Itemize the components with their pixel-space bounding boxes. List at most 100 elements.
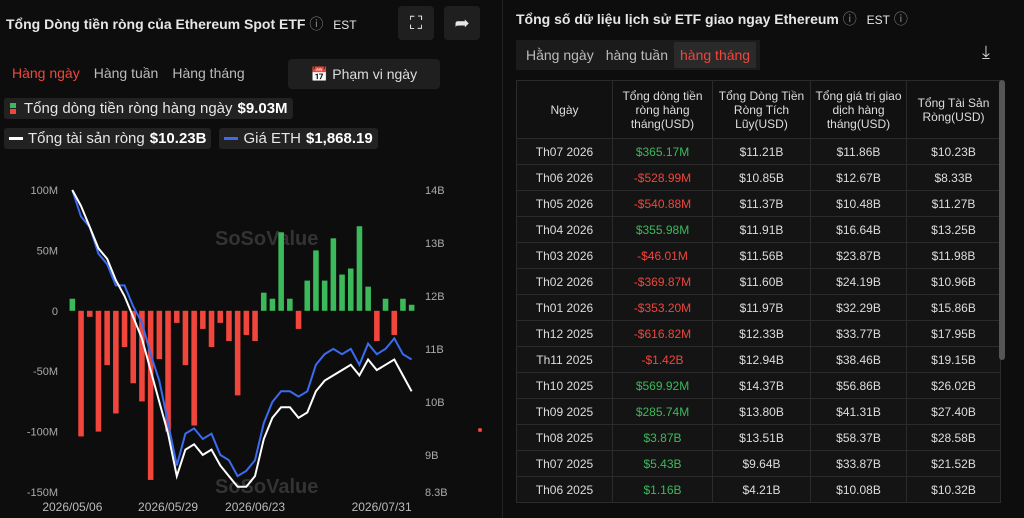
row: Th06 2026 -$528.99M $10.85B $12.67B $8.33B — [516, 164, 1001, 191]
cell: $4.21B — [712, 476, 811, 503]
bar — [269, 298, 276, 311]
date-range-button[interactable]: 📅 Phạm vi ngày — [288, 59, 440, 89]
date-range-text: Phạm vi ngày — [332, 66, 418, 82]
download-button[interactable]: ⤓ — [982, 42, 990, 62]
cell: $11.91B — [712, 216, 811, 243]
legend-value: $9.03M — [237, 100, 288, 117]
legend: Tổng dòng tiền ròng hàng ngày $9.03M — [4, 98, 293, 120]
share-button[interactable]: ➦ — [444, 6, 480, 40]
cell: $12.94B — [712, 346, 811, 373]
left-panel: Tổng Dòng tiền ròng của Ethereum Spot ET… — [0, 0, 500, 518]
y-tick-label: 100M — [30, 185, 58, 197]
cell: $32.29B — [810, 294, 907, 321]
tabs: Hàng ngày Hàng tuần Hàng tháng — [12, 65, 259, 81]
cell: $58.37B — [810, 424, 907, 451]
cell: $16.64B — [810, 216, 907, 243]
cell: $12.33B — [712, 320, 811, 347]
cell: $33.77B — [810, 320, 907, 347]
bar — [130, 310, 137, 384]
cell: $13.51B — [712, 424, 811, 451]
row: Th08 2025 $3.87B $13.51B $58.37B $28.58B — [516, 424, 1001, 451]
row: Th01 2026 -$353.20M $11.97B $32.29B $15.86B — [516, 294, 1001, 321]
tab[interactable]: Hàng tháng — [172, 65, 245, 81]
cell: Th11 2025 — [516, 346, 613, 373]
divider — [502, 0, 503, 518]
bar — [147, 310, 154, 480]
bar — [200, 310, 206, 329]
bar — [304, 280, 311, 311]
row: Th02 2026 -$369.87M $11.60B $24.19B $10.96B — [516, 268, 1001, 295]
watermark: SoSoValue — [215, 476, 318, 498]
cell: $10.32B — [906, 476, 1001, 503]
cell: -$540.88M — [612, 190, 713, 217]
cell: $38.46B — [810, 346, 907, 373]
cell: $3.87B — [612, 424, 713, 451]
tab[interactable]: hàng tuần — [605, 47, 669, 63]
cell: Th12 2025 — [516, 320, 613, 347]
cell: $11.97B — [712, 294, 811, 321]
bar — [356, 226, 363, 311]
cell: $13.80B — [712, 398, 811, 425]
cell: $11.37B — [712, 190, 811, 217]
legend-value: $10.23B — [149, 130, 207, 147]
bar — [339, 274, 345, 311]
cell: $5.43B — [612, 450, 713, 477]
legend-item: Giá ETH $1,868.19 — [219, 128, 378, 149]
cell: $12.67B — [810, 164, 907, 191]
y2-tick-label: 14B — [425, 185, 445, 197]
tab[interactable]: Hàng tuần — [93, 65, 159, 81]
bar — [321, 280, 328, 311]
bar — [78, 310, 84, 437]
x-tick-label: 2026/05/29 — [138, 500, 198, 514]
cell: Th04 2026 — [516, 216, 613, 243]
row: Th05 2026 -$540.88M $11.37B $10.48B $11.27B — [516, 190, 1001, 217]
table: Ngày Tổng dòng tiền ròng hàng tháng(USD) T… — [516, 80, 1001, 503]
y2-tick-label: 13B — [425, 238, 445, 250]
line — [71, 189, 413, 488]
header-row: Ngày Tổng dòng tiền ròng hàng tháng(USD) T… — [516, 80, 1001, 139]
bar — [156, 310, 163, 360]
expand-button[interactable]: ⛶ — [398, 6, 434, 40]
y2-tick-label: 10B — [425, 397, 445, 409]
cell: Th09 2025 — [516, 398, 613, 425]
cell: $569.92M — [612, 372, 713, 399]
cell: $10.23B — [906, 138, 1001, 165]
bar — [104, 310, 110, 366]
table-title: Tổng số dữ liệu lịch sử ETF giao ngay Et… — [516, 11, 908, 27]
cell: $11.21B — [712, 138, 811, 165]
tab[interactable]: hàng tháng — [674, 42, 757, 68]
cell: $13.25B — [906, 216, 1001, 243]
cell: Th02 2026 — [516, 268, 613, 295]
bar — [139, 310, 145, 402]
line — [71, 189, 413, 478]
tab[interactable]: Hàng ngày — [12, 65, 80, 81]
cell: $11.56B — [712, 242, 811, 269]
bar — [400, 298, 406, 311]
cell: Th07 2026 — [516, 138, 613, 165]
cell: $24.19B — [810, 268, 907, 295]
row: Th06 2025 $1.16B $4.21B $10.08B $10.32B — [516, 476, 1001, 503]
bar — [182, 310, 189, 366]
cell: $28.58B — [906, 424, 1001, 451]
row: Th09 2025 $285.74M $13.80B $41.31B $27.40B — [516, 398, 1001, 425]
cell: $23.87B — [810, 242, 907, 269]
bar — [278, 232, 284, 311]
cell: $27.40B — [906, 398, 1001, 425]
header-cell: Tổng Tài Sản Ròng(USD) — [906, 80, 1001, 139]
cell: $14.37B — [712, 372, 811, 399]
cell: -$616.82M — [612, 320, 713, 347]
cell: Th06 2025 — [516, 476, 613, 503]
cell: $11.27B — [906, 190, 1001, 217]
cell: $19.15B — [906, 346, 1001, 373]
bar — [113, 310, 119, 414]
bar — [295, 310, 302, 329]
cell: $10.48B — [810, 190, 907, 217]
dot — [478, 428, 482, 432]
scrollbar[interactable] — [999, 80, 1005, 360]
header-cell: Ngày — [516, 80, 613, 139]
cell: Th08 2025 — [516, 424, 613, 451]
bar — [226, 310, 232, 341]
bar — [234, 310, 241, 396]
tab[interactable]: Hằng ngày — [526, 47, 594, 63]
